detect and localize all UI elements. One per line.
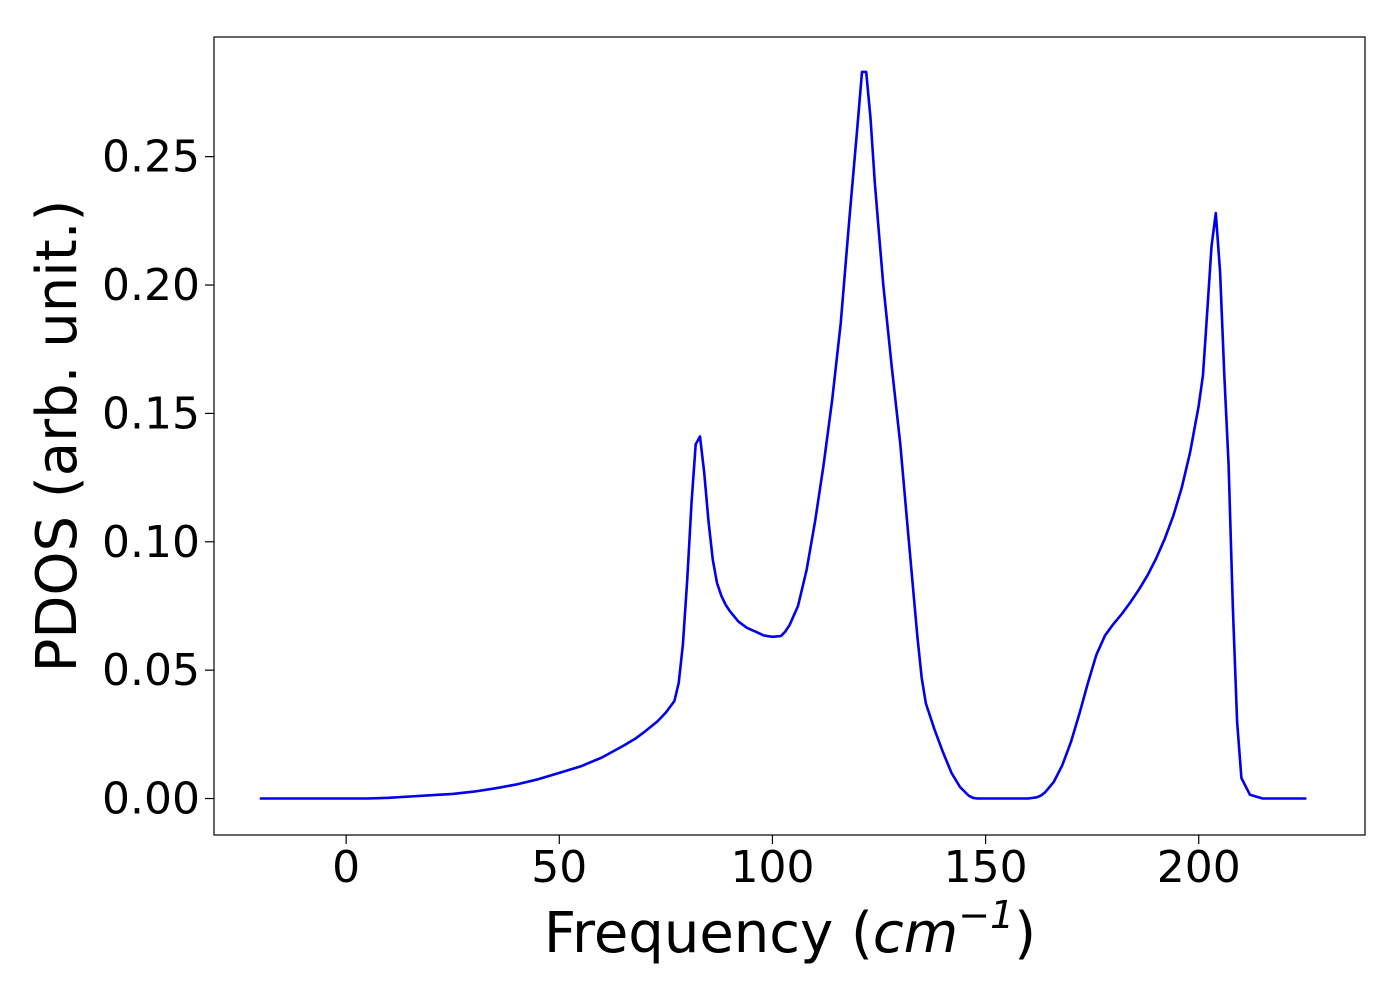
x-axis-label-unit: cm (873, 901, 958, 966)
y-tick-label: 0.25 (102, 132, 200, 183)
x-tick-label: 50 (531, 842, 587, 893)
y-axis-label: PDOS (arb. unit.) (25, 200, 90, 673)
x-axis-label: Frequency (cm−1) (544, 893, 1036, 966)
pdos-series-line (259, 70, 1307, 800)
x-axis-label-text: Frequency (544, 901, 833, 966)
y-tick-label: 0.15 (102, 388, 200, 439)
x-tick-label: 0 (332, 842, 360, 893)
y-tick-label: 0.10 (102, 517, 200, 568)
x-tick-label: 150 (944, 842, 1028, 893)
x-axis-label-unit-exponent: −1 (958, 893, 1014, 937)
x-tick-label: 100 (730, 842, 814, 893)
x-axis-ticks: 0 50 100 150 200 (332, 835, 1241, 893)
y-axis-ticks: 0.00 0.05 0.10 0.15 0.20 0.25 (102, 132, 214, 825)
plot-frame (213, 36, 1366, 836)
y-tick-label: 0.05 (102, 645, 200, 696)
y-tick-label: 0.20 (102, 260, 200, 311)
x-tick-label: 200 (1157, 842, 1241, 893)
y-tick-label: 0.00 (102, 774, 200, 825)
